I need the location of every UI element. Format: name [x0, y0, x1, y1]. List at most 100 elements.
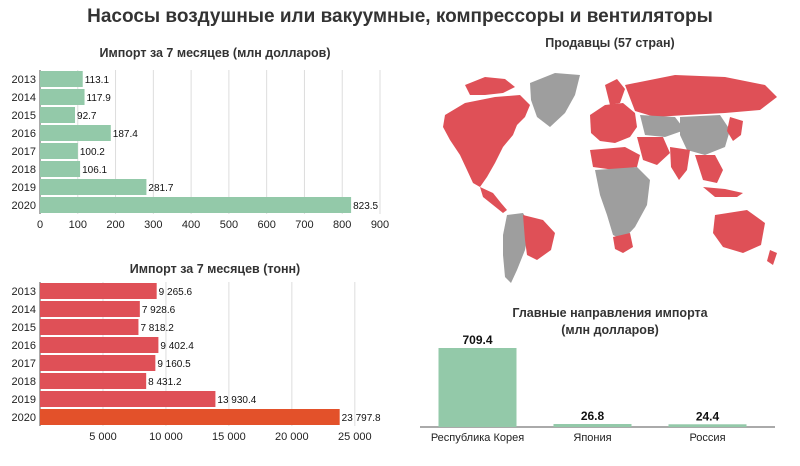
tonnes-value-label: 23 797.8	[342, 413, 381, 424]
dest-category-label: Россия	[689, 432, 725, 444]
usd-x-tick-label: 300	[144, 219, 162, 231]
usd-value-label: 281.7	[148, 183, 173, 194]
usd-value-label: 117.9	[87, 93, 112, 104]
chart-tonnes-title: Импорт за 7 месяцев (тонн)	[129, 262, 301, 276]
map-title: Продавцы (57 стран)	[545, 36, 675, 50]
usd-bar	[40, 197, 352, 213]
usd-bar	[40, 107, 76, 123]
sellers-world-map	[443, 73, 777, 283]
map-south-america-west	[503, 213, 530, 283]
tonnes-bar	[40, 283, 157, 299]
dest-bar	[438, 348, 517, 427]
tonnes-x-tick-label: 10 000	[149, 431, 183, 443]
usd-category-label: 2016	[12, 128, 36, 140]
usd-value-label: 106.1	[82, 165, 107, 176]
map-indonesia	[703, 187, 743, 197]
dest-value-label: 709.4	[462, 333, 492, 347]
usd-bar	[40, 125, 111, 141]
tonnes-category-label: 2020	[12, 412, 36, 424]
dest-bar	[668, 424, 747, 427]
page-title: Насосы воздушные или вакуумные, компресс…	[87, 6, 713, 27]
tonnes-value-label: 8 431.2	[148, 377, 182, 388]
usd-bar	[40, 71, 83, 87]
map-china	[680, 115, 730, 155]
usd-category-label: 2018	[12, 164, 36, 176]
tonnes-x-tick-label: 20 000	[275, 431, 309, 443]
chart-destinations-subtitle: (млн долларов)	[561, 323, 659, 337]
chart-destinations: 709.4 Республика Корея 26.8 Япония 24.4 Росси…	[420, 333, 775, 444]
usd-value-label: 187.4	[113, 129, 138, 140]
tonnes-category-label: 2013	[12, 286, 36, 298]
usd-x-tick-label: 100	[69, 219, 87, 231]
usd-bar	[40, 143, 78, 159]
chart-usd-title: Импорт за 7 месяцев (млн долларов)	[99, 46, 331, 60]
tonnes-value-label: 9 265.6	[159, 287, 193, 298]
tonnes-bar	[40, 373, 147, 389]
tonnes-x-tick-label: 25 000	[338, 431, 372, 443]
usd-x-tick-label: 800	[333, 219, 351, 231]
tonnes-value-label: 9 160.5	[157, 359, 191, 370]
tonnes-category-label: 2017	[12, 358, 36, 370]
map-south-africa	[613, 233, 633, 253]
map-scandinavia	[605, 79, 625, 105]
map-india	[670, 147, 690, 180]
usd-bar	[40, 179, 147, 195]
usd-x-tick-label: 600	[257, 219, 275, 231]
map-japan-korea	[727, 117, 743, 141]
usd-bar	[40, 89, 85, 105]
chart-tonnes: 5 000 10 000 15 000 20 000 25 000 2013 9 265.6…	[12, 282, 381, 443]
tonnes-x-tick-label: 15 000	[212, 431, 246, 443]
tonnes-category-label: 2015	[12, 322, 36, 334]
map-new-zealand	[767, 250, 777, 265]
map-middle-east	[637, 137, 670, 165]
tonnes-bar	[40, 391, 216, 407]
map-australia	[713, 210, 765, 253]
tonnes-bar	[40, 301, 140, 317]
map-central-america	[480, 187, 507, 213]
usd-bar	[40, 161, 81, 177]
usd-category-label: 2015	[12, 110, 36, 122]
map-europe	[590, 103, 637, 143]
map-north-america	[443, 95, 530, 187]
usd-category-label: 2019	[12, 182, 36, 194]
usd-value-label: 113.1	[85, 75, 110, 86]
tonnes-bar	[40, 355, 156, 371]
tonnes-bar	[40, 409, 340, 425]
map-southeast-asia	[695, 155, 723, 183]
usd-x-tick-label: 400	[182, 219, 200, 231]
tonnes-value-label: 7 928.6	[142, 305, 176, 316]
usd-value-label: 823.5	[353, 201, 378, 212]
dest-value-label: 26.8	[581, 409, 605, 423]
dest-category-label: Республика Корея	[431, 432, 524, 444]
tonnes-value-label: 9 402.4	[160, 341, 194, 352]
usd-category-label: 2017	[12, 146, 36, 158]
usd-value-label: 100.2	[80, 147, 105, 158]
usd-x-tick-label: 900	[371, 219, 389, 231]
map-africa-central	[595, 167, 650, 240]
map-canada-north	[465, 77, 515, 95]
tonnes-category-label: 2014	[12, 304, 36, 316]
usd-category-label: 2020	[12, 200, 36, 212]
map-russia	[625, 75, 777, 117]
usd-category-label: 2013	[12, 74, 36, 86]
map-africa-north	[590, 147, 640, 170]
usd-value-label: 92.7	[77, 111, 97, 122]
tonnes-bar	[40, 337, 159, 353]
tonnes-value-label: 13 930.4	[217, 395, 256, 406]
map-greenland	[530, 73, 580, 127]
usd-x-tick-label: 500	[220, 219, 238, 231]
tonnes-x-tick-label: 5 000	[89, 431, 117, 443]
tonnes-bar	[40, 319, 139, 335]
tonnes-category-label: 2016	[12, 340, 36, 352]
usd-x-tick-label: 200	[106, 219, 124, 231]
dest-value-label: 24.4	[696, 409, 720, 423]
tonnes-category-label: 2019	[12, 394, 36, 406]
chart-destinations-title: Главные направления импорта	[512, 306, 708, 320]
map-brazil	[523, 215, 555, 260]
dest-bar	[553, 424, 632, 427]
usd-x-tick-label: 0	[37, 219, 43, 231]
usd-category-label: 2014	[12, 92, 36, 104]
tonnes-value-label: 7 818.2	[140, 323, 174, 334]
map-central-asia	[640, 115, 685, 137]
chart-usd: 0 100 200 300 400 500 600 700 800 900 2013 113.1 201…	[12, 70, 389, 231]
